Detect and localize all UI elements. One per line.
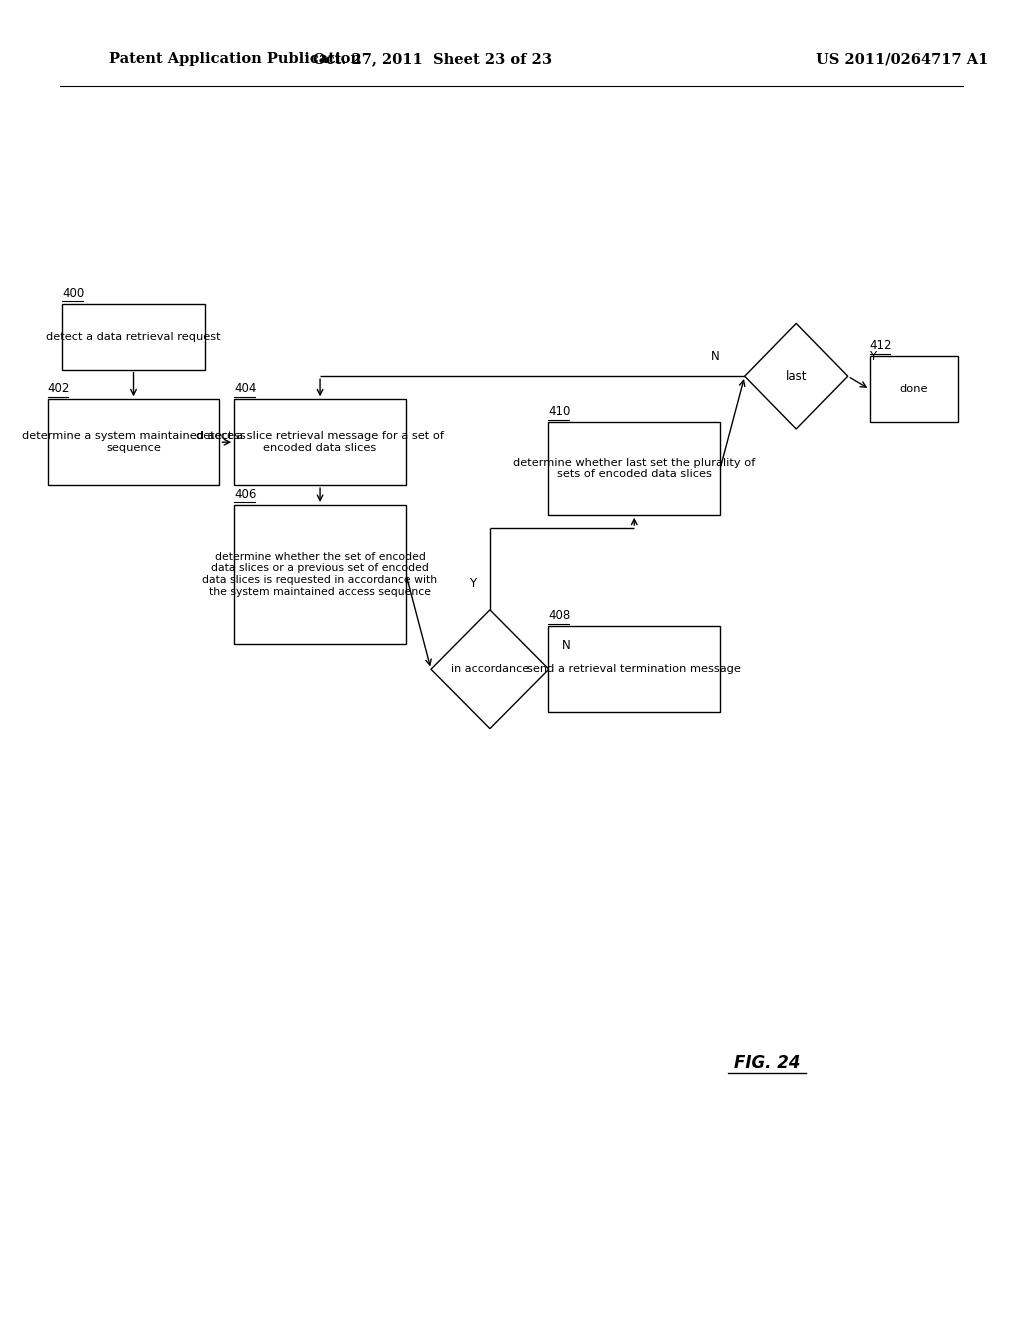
Polygon shape [431, 610, 549, 729]
Text: FIG. 24: FIG. 24 [733, 1053, 800, 1072]
Text: last: last [785, 370, 807, 383]
Text: 404: 404 [234, 383, 257, 396]
Text: 412: 412 [869, 339, 892, 352]
FancyBboxPatch shape [234, 506, 406, 644]
FancyBboxPatch shape [869, 356, 958, 422]
Text: 406: 406 [234, 488, 257, 502]
Text: US 2011/0264717 A1: US 2011/0264717 A1 [816, 53, 988, 66]
Polygon shape [744, 323, 848, 429]
Text: determine whether last set the plurality of
sets of encoded data slices: determine whether last set the plurality… [513, 458, 756, 479]
FancyBboxPatch shape [234, 399, 406, 484]
Text: Oct. 27, 2011  Sheet 23 of 23: Oct. 27, 2011 Sheet 23 of 23 [313, 53, 553, 66]
Text: Y: Y [469, 577, 476, 590]
FancyBboxPatch shape [548, 422, 720, 515]
Text: Patent Application Publication: Patent Application Publication [109, 53, 361, 66]
Text: detect a data retrieval request: detect a data retrieval request [46, 331, 221, 342]
Text: Y: Y [868, 350, 876, 363]
Text: N: N [711, 350, 720, 363]
Text: 408: 408 [548, 610, 570, 623]
Text: done: done [900, 384, 929, 395]
FancyBboxPatch shape [548, 626, 720, 713]
Text: detect a slice retrieval message for a set of
encoded data slices: detect a slice retrieval message for a s… [196, 432, 444, 453]
Text: 410: 410 [548, 405, 570, 418]
FancyBboxPatch shape [47, 399, 219, 484]
Text: 400: 400 [62, 286, 85, 300]
FancyBboxPatch shape [62, 304, 205, 370]
Text: 402: 402 [47, 383, 70, 396]
Text: in accordance: in accordance [451, 664, 529, 675]
Text: N: N [562, 639, 570, 652]
Text: determine a system maintained access
sequence: determine a system maintained access seq… [22, 432, 246, 453]
Text: send a retrieval termination message: send a retrieval termination message [527, 664, 741, 675]
Text: determine whether the set of encoded
data slices or a previous set of encoded
da: determine whether the set of encoded dat… [203, 552, 437, 597]
